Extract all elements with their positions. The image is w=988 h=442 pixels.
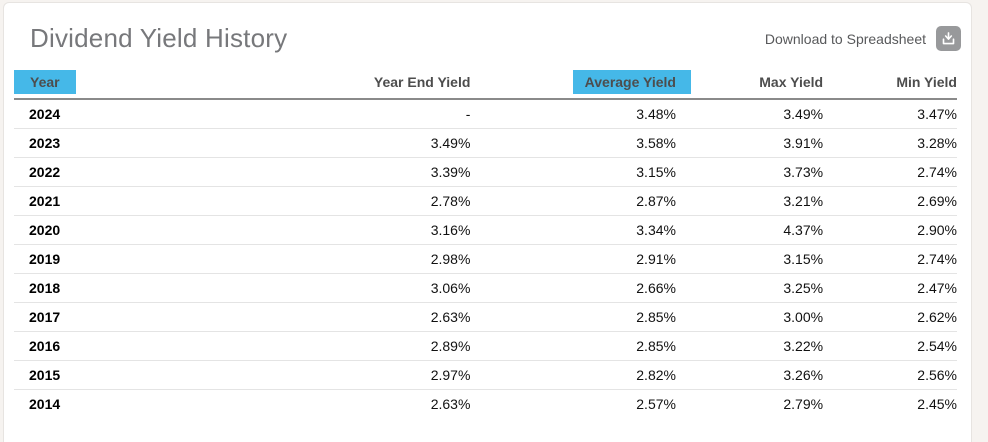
- year-cell: 2024: [14, 99, 201, 129]
- value-cell: 3.39%: [200, 157, 471, 187]
- value-cell: 2.90%: [823, 215, 957, 245]
- download-label: Download to Spreadsheet: [764, 30, 926, 47]
- table-body: 2024-3.48% 3.49% 3.47% 2023 3.49% 3.58% 3.91% 3…: [14, 99, 957, 418]
- value-cell: 2.45%: [917, 395, 957, 412]
- table-row: 2021 2.78% 2.87% 3.21% 2.69%: [14, 186, 957, 216]
- value-cell: 4.37%: [675, 215, 824, 245]
- table-row: 2024-3.48% 3.49% 3.47%: [14, 99, 957, 129]
- average-yield-header-highlight: Average Yield: [572, 70, 691, 94]
- value-cell: 3.28%: [823, 128, 957, 158]
- dividend-yield-card: Dividend Yield History Download to Sprea…: [3, 2, 972, 442]
- table-header: Year Year End Yield Average Yield Max Yi…: [14, 66, 957, 100]
- value-cell: 2.87%: [470, 186, 676, 216]
- column-header-average-yield[interactable]: Average Yield: [470, 66, 691, 100]
- column-header-year-end-yield[interactable]: Year End Yield: [200, 66, 471, 100]
- value-cell: 3.15%: [675, 244, 824, 274]
- value-cell: 3.34%: [470, 215, 676, 245]
- value-cell: 2.85%: [470, 302, 676, 332]
- column-header-max-yield[interactable]: Max Yield: [675, 66, 824, 100]
- value-cell: 2.98%: [200, 244, 471, 274]
- value-cell: 2.74%: [823, 244, 957, 274]
- value-cell: 2.66%: [470, 273, 676, 303]
- table-row: 2014 2.63% 2.57% 2.79% 2.45%: [14, 389, 957, 418]
- download-to-spreadsheet-link[interactable]: Download to Spreadsheet: [765, 26, 961, 51]
- year-cell: 2014: [29, 395, 61, 412]
- value-cell: 3.26%: [675, 360, 824, 390]
- value-cell: 3.16%: [200, 215, 471, 245]
- column-header-min-yield[interactable]: Min Yield: [823, 66, 957, 100]
- value-cell: 3.21%: [675, 186, 824, 216]
- value-cell: 2.57%: [636, 395, 676, 412]
- year-cell: 2018: [14, 273, 201, 303]
- value-cell: 2.78%: [200, 186, 471, 216]
- value-cell: -: [200, 99, 471, 129]
- year-cell: 2023: [14, 128, 201, 158]
- year-cell: 2017: [14, 302, 201, 332]
- dividend-yield-table: Year Year End Yield Average Yield Max Yi…: [14, 66, 957, 418]
- table-row: 2017 2.63% 2.85% 3.00% 2.62%: [14, 302, 957, 332]
- year-cell: 2015: [14, 360, 201, 390]
- value-cell: 2.63%: [200, 302, 471, 332]
- value-cell: 2.85%: [470, 331, 676, 361]
- year-cell: 2020: [14, 215, 201, 245]
- year-cell: 2016: [14, 331, 201, 361]
- year-cell: 2021: [14, 186, 201, 216]
- value-cell: 3.15%: [470, 157, 676, 187]
- value-cell: 3.06%: [200, 273, 471, 303]
- value-cell: 3.58%: [470, 128, 676, 158]
- value-cell: 2.63%: [430, 395, 471, 412]
- value-cell: 2.74%: [823, 157, 957, 187]
- value-cell: 3.25%: [675, 273, 824, 303]
- year-cell: 2022: [14, 157, 201, 187]
- value-cell: 3.49%: [675, 99, 824, 129]
- year-header-highlight: Year: [14, 70, 76, 94]
- value-cell: 2.47%: [823, 273, 957, 303]
- value-cell: 2.89%: [200, 331, 471, 361]
- column-header-year[interactable]: Year: [14, 66, 201, 100]
- card-header: Dividend Yield History Download to Sprea…: [4, 3, 971, 66]
- value-cell: 2.54%: [823, 331, 957, 361]
- table-row: 2015 2.97% 2.82% 3.26% 2.56%: [14, 360, 957, 390]
- table-row: 2018 3.06% 2.66% 3.25% 2.47%: [14, 273, 957, 303]
- table-row: 2023 3.49% 3.58% 3.91% 3.28%: [14, 128, 957, 158]
- value-cell: 2.62%: [823, 302, 957, 332]
- value-cell: 3.47%: [823, 99, 957, 129]
- value-cell: 3.73%: [675, 157, 824, 187]
- value-cell: 2.97%: [200, 360, 471, 390]
- table-row: 2016 2.89% 2.85% 3.22% 2.54%: [14, 331, 957, 361]
- download-icon[interactable]: [936, 26, 961, 51]
- value-cell: 2.79%: [783, 395, 824, 412]
- value-cell: 3.91%: [675, 128, 824, 158]
- value-cell: 2.56%: [823, 360, 957, 390]
- value-cell: 2.82%: [470, 360, 676, 390]
- value-cell: 3.00%: [675, 302, 824, 332]
- value-cell: 3.22%: [675, 331, 824, 361]
- value-cell: 3.48%: [470, 99, 676, 129]
- table-row: 2020 3.16% 3.34% 4.37% 2.90%: [14, 215, 957, 245]
- table-row: 2022 3.39% 3.15% 3.73% 2.74%: [14, 157, 957, 187]
- table-row: 2019 2.98% 2.91% 3.15% 2.74%: [14, 244, 957, 274]
- value-cell: 2.91%: [470, 244, 676, 274]
- year-cell: 2019: [14, 244, 201, 274]
- page-title: Dividend Yield History: [30, 23, 288, 53]
- value-cell: 3.49%: [200, 128, 471, 158]
- value-cell: 2.69%: [823, 186, 957, 216]
